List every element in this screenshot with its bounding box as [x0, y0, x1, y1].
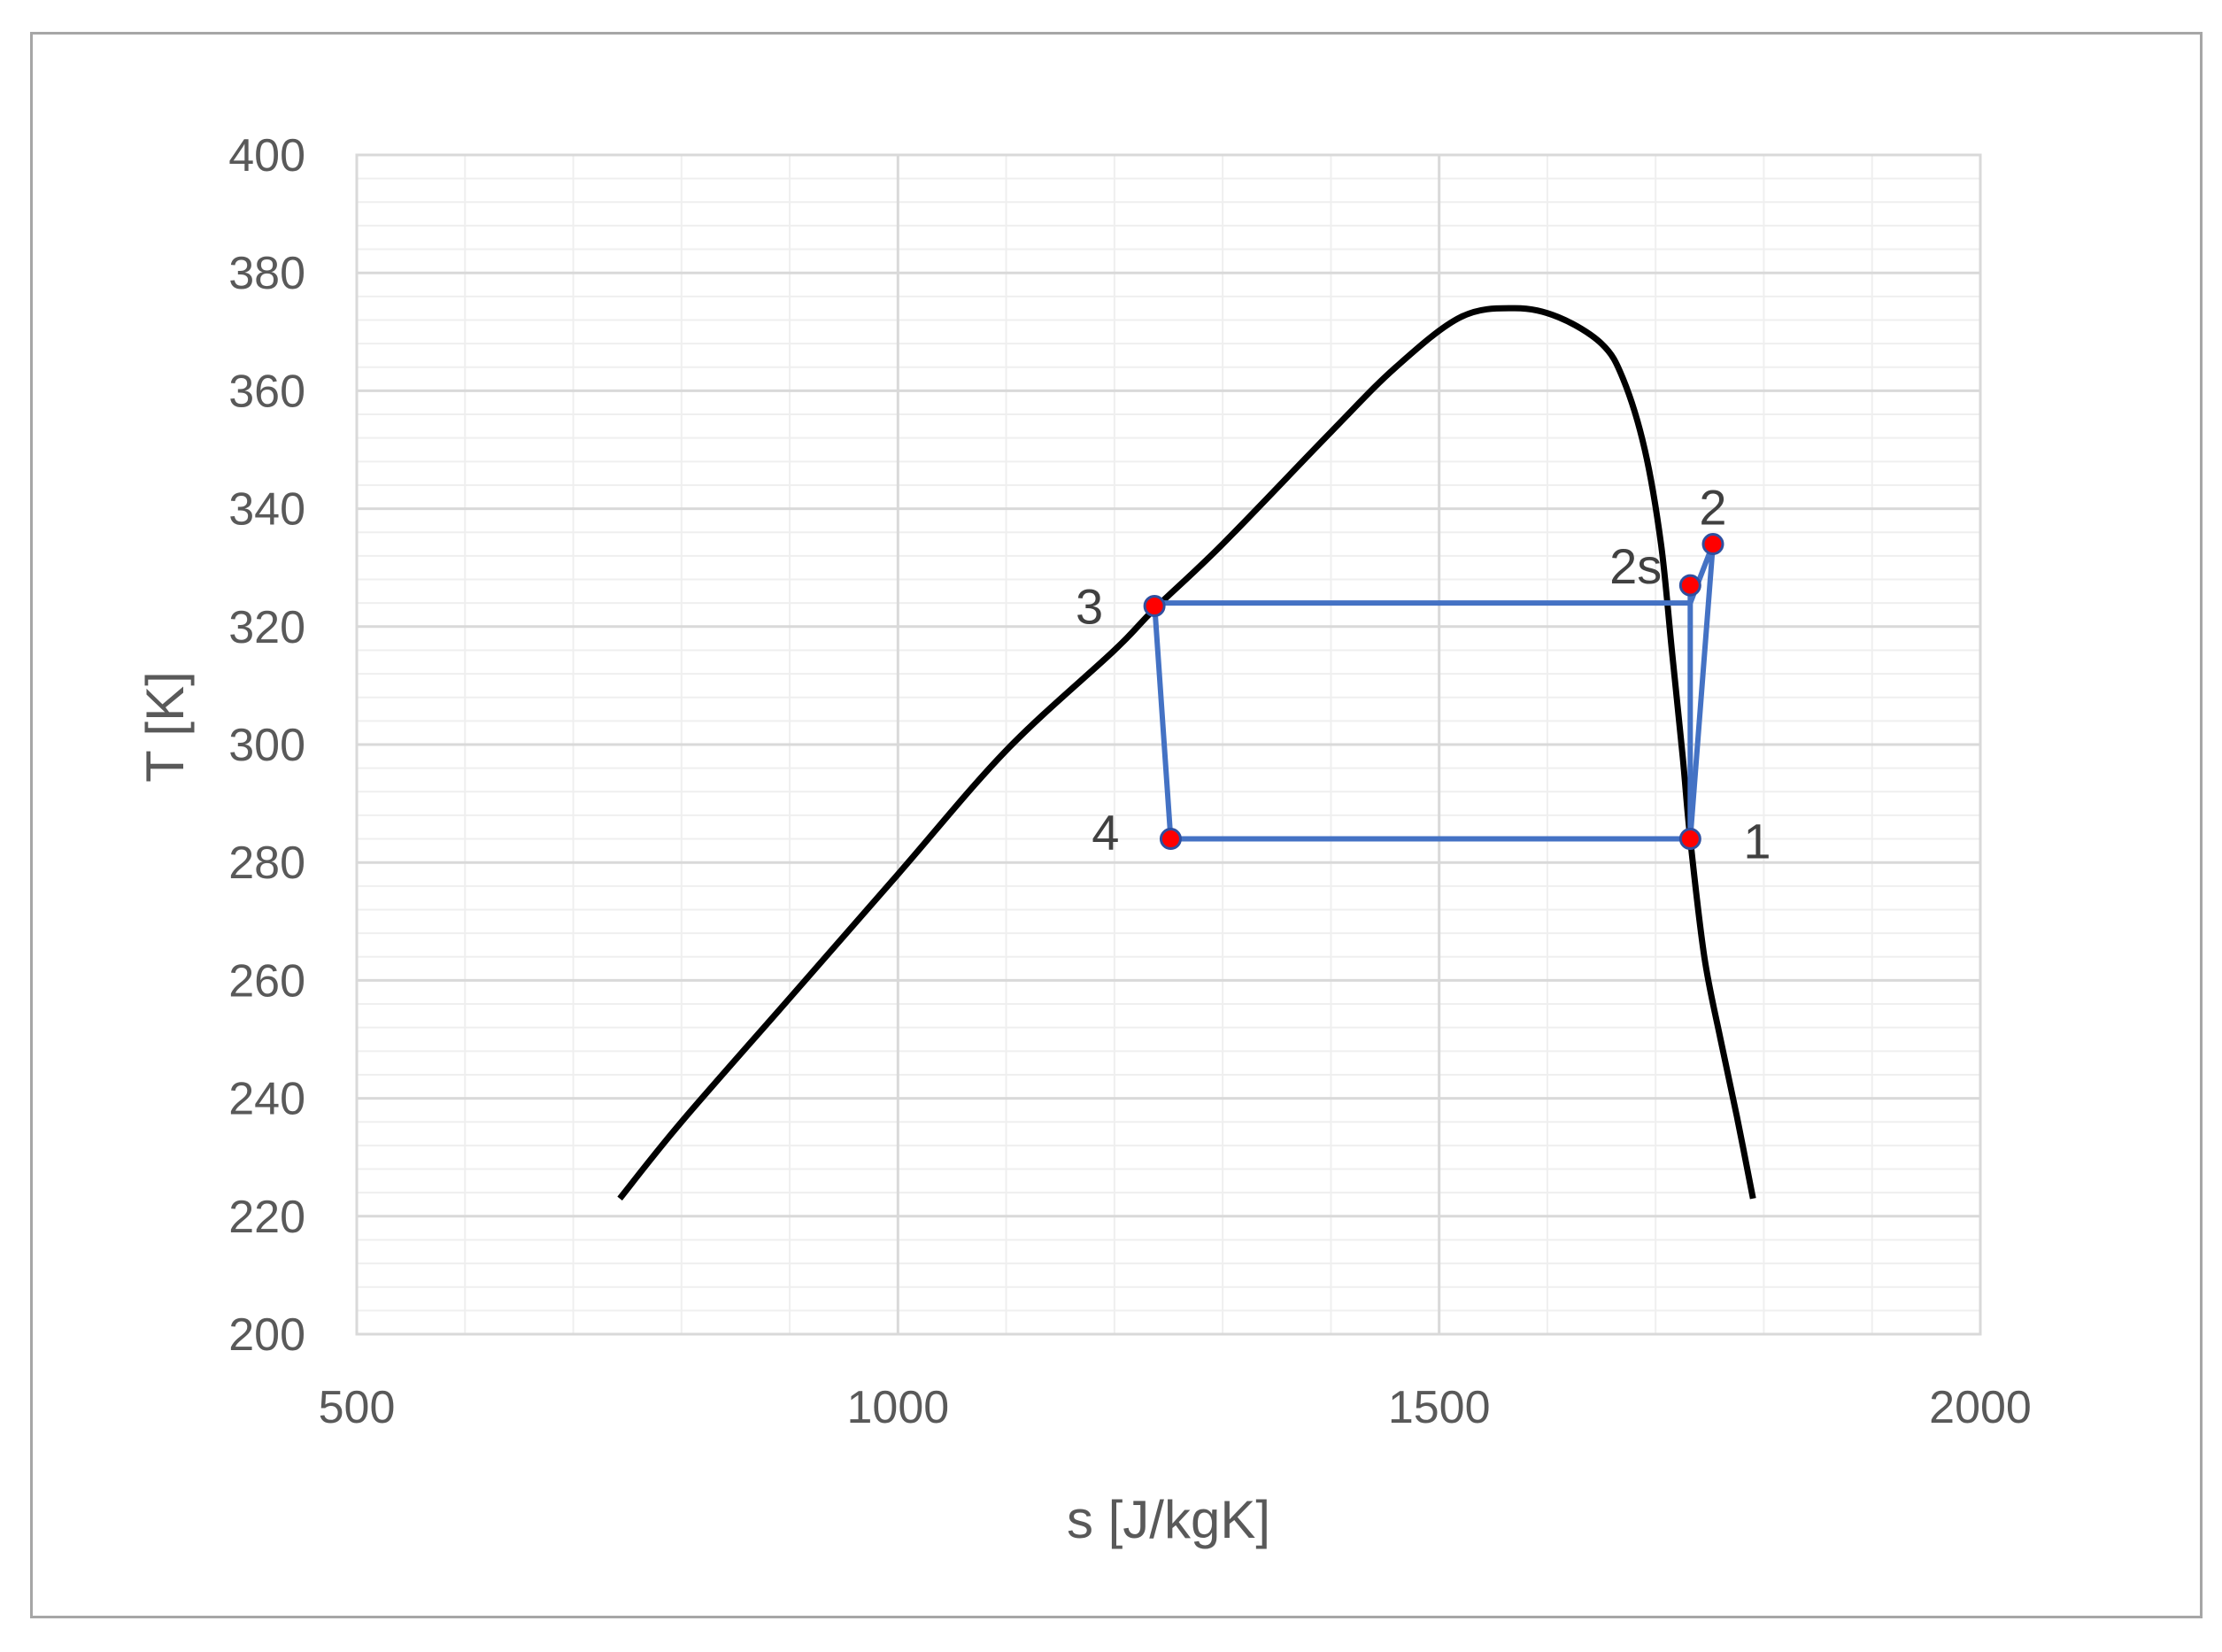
x-tick-label: 1500: [1388, 1382, 1491, 1433]
x-axis-title: s [J/kgK]: [1067, 1490, 1270, 1549]
chart-frame: 200 220 240 260 280 300 320 340 360 380 400 500 1000…: [30, 32, 2203, 1618]
state-point-2: [1701, 533, 1724, 556]
y-tick-label: 380: [228, 248, 305, 299]
state-point-4: [1159, 828, 1182, 851]
y-tick-label: 340: [228, 484, 305, 536]
state-point-1: [1678, 828, 1701, 851]
state-point-2s: [1678, 574, 1701, 597]
state-label-2s: 2s: [1609, 538, 1662, 594]
y-tick-label: 260: [228, 955, 305, 1007]
points-layer: 1 2 2s 3 4: [1076, 480, 1771, 869]
y-tick-label: 200: [228, 1309, 305, 1361]
x-tick-label: 500: [319, 1382, 396, 1433]
y-tick-label: 280: [228, 838, 305, 889]
major-gridlines: [355, 153, 1982, 1336]
axis-tick-labels: 200 220 240 260 280 300 320 340 360 380 400 500 1000…: [228, 130, 2032, 1433]
y-tick-label: 300: [228, 720, 305, 771]
plot-area-border: [355, 153, 1982, 1336]
y-tick-label: 220: [228, 1192, 305, 1243]
x-tick-label: 2000: [1929, 1382, 2032, 1433]
state-point-3: [1143, 594, 1166, 617]
state-label-4: 4: [1092, 805, 1119, 861]
chart-svg: 200 220 240 260 280 300 320 340 360 380 400 500 1000…: [135, 130, 2032, 1549]
y-tick-label: 240: [228, 1074, 305, 1125]
x-tick-label: 1000: [846, 1382, 949, 1433]
y-axis-title: T [K]: [135, 671, 195, 783]
state-label-2: 2: [1699, 480, 1726, 536]
cycle-line: [1152, 541, 1716, 842]
state-label-3: 3: [1076, 578, 1103, 634]
y-tick-label: 360: [228, 366, 305, 417]
y-tick-label: 400: [228, 130, 305, 181]
state-label-1: 1: [1743, 814, 1771, 869]
y-tick-label: 320: [228, 602, 305, 653]
